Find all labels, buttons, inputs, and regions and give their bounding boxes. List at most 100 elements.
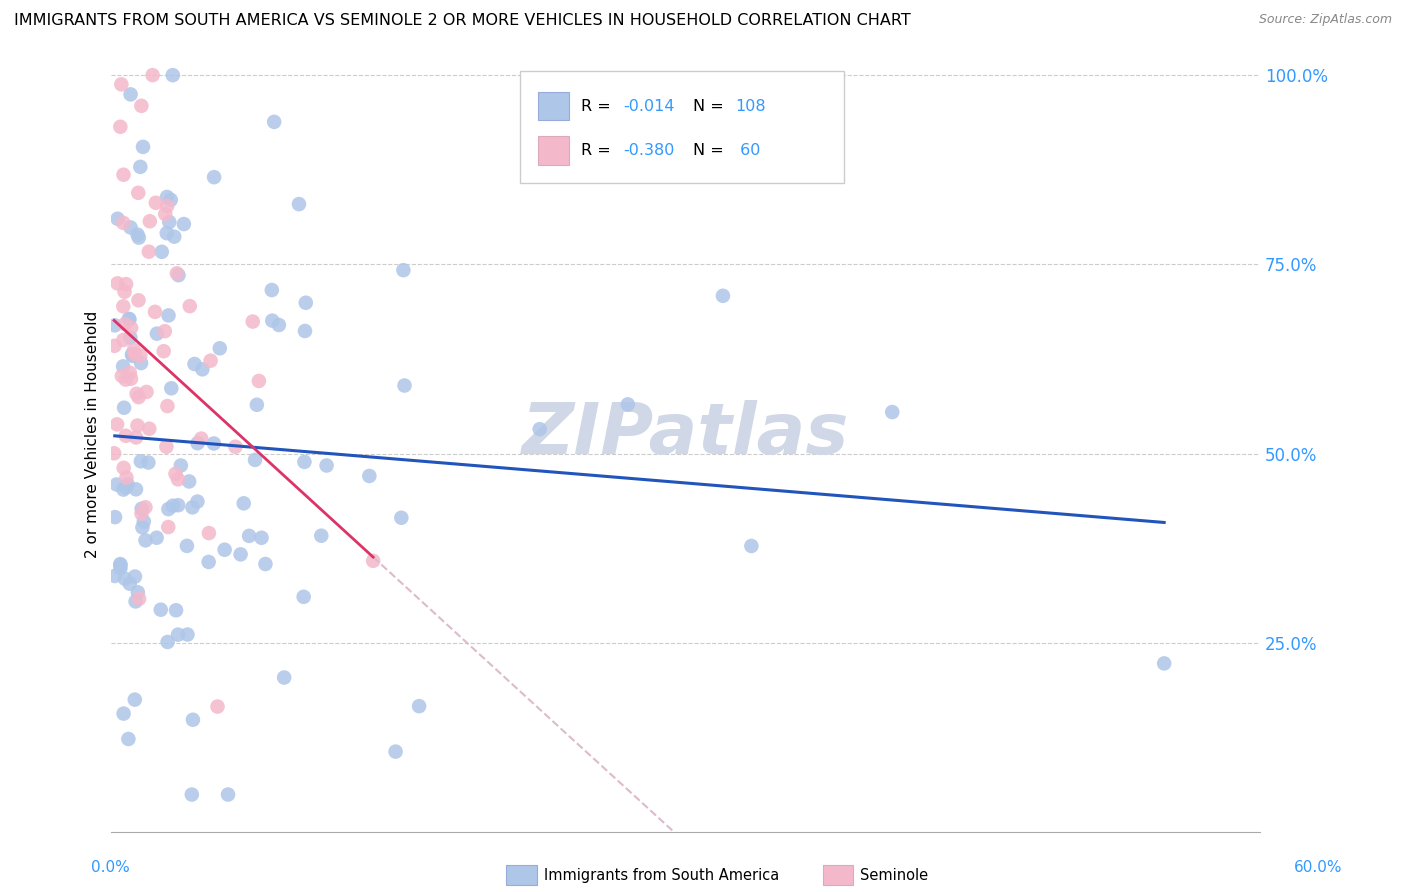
Point (111, 368, 134, 383)
Point (740, 539, 762, 553)
Point (142, 68, 165, 82)
Point (273, 671, 295, 685)
Point (120, 220, 142, 235)
Point (1153, 657, 1175, 671)
Point (125, 430, 148, 444)
Point (107, 211, 129, 226)
Point (260, 283, 283, 297)
Point (217, 788, 239, 802)
Point (124, 569, 146, 583)
Point (115, 470, 138, 484)
Point (114, 373, 136, 387)
Point (359, 469, 381, 483)
Point (122, 343, 145, 358)
Point (129, 356, 152, 370)
Y-axis label: 2 or more Vehicles in Household: 2 or more Vehicles in Household (86, 311, 100, 558)
Point (118, 311, 141, 326)
Text: ZIPatlas: ZIPatlas (522, 401, 849, 469)
Point (187, 436, 209, 450)
Point (176, 627, 198, 641)
Point (711, 289, 734, 303)
Point (134, 500, 156, 515)
Point (127, 227, 149, 242)
Point (129, 349, 152, 363)
Point (135, 384, 157, 399)
Point (200, 353, 222, 368)
Point (208, 341, 231, 355)
Point (288, 197, 311, 211)
Point (229, 547, 252, 561)
Point (110, 561, 132, 575)
Point (120, 330, 142, 344)
Point (112, 299, 135, 313)
Point (112, 216, 135, 230)
Point (243, 453, 266, 467)
Point (110, 120, 132, 134)
Point (115, 277, 138, 292)
Point (165, 603, 187, 617)
Point (160, 381, 183, 395)
Point (162, 499, 184, 513)
Point (121, 347, 143, 361)
Point (120, 320, 142, 334)
Point (238, 529, 260, 543)
Point (138, 422, 160, 436)
Point (139, 214, 162, 228)
Point (202, 436, 225, 450)
Point (157, 309, 180, 323)
Point (112, 359, 135, 374)
Point (128, 390, 150, 404)
Point (138, 456, 160, 470)
Point (125, 386, 148, 401)
Point (128, 230, 150, 244)
Point (132, 515, 155, 529)
Point (529, 422, 551, 436)
Point (145, 531, 167, 545)
Point (292, 590, 315, 604)
Point (131, 507, 153, 521)
Point (267, 318, 290, 332)
Point (104, 318, 127, 333)
Point (131, 520, 153, 534)
Point (198, 526, 221, 541)
Point (112, 168, 135, 182)
Point (156, 226, 179, 240)
Point (162, 68, 184, 82)
Point (247, 374, 270, 388)
Point (150, 244, 173, 259)
Point (152, 344, 174, 359)
Point (294, 324, 316, 338)
Point (149, 603, 172, 617)
Point (124, 594, 146, 608)
Point (186, 494, 208, 508)
Point (392, 263, 415, 277)
Point (127, 418, 149, 433)
Text: 60.0%: 60.0% (1295, 860, 1343, 874)
Text: -0.014: -0.014 (623, 99, 675, 113)
Point (107, 277, 129, 291)
Point (167, 498, 190, 512)
Point (104, 510, 127, 524)
Point (311, 529, 333, 543)
Text: IMMIGRANTS FROM SOUTH AMERICA VS SEMINOLE 2 OR MORE VEHICLES IN HOUSEHOLD CORREL: IMMIGRANTS FROM SOUTH AMERICA VS SEMINOL… (14, 13, 911, 29)
Point (105, 417, 128, 432)
Point (127, 293, 149, 308)
Point (114, 572, 136, 586)
Point (156, 190, 179, 204)
Point (242, 314, 264, 328)
Point (124, 692, 146, 706)
Text: 108: 108 (735, 99, 766, 113)
Text: R =: R = (581, 99, 616, 113)
Point (132, 140, 155, 154)
Point (394, 378, 416, 392)
Point (103, 339, 125, 353)
Point (163, 229, 186, 244)
Point (155, 207, 177, 221)
Point (294, 455, 316, 469)
Point (232, 496, 254, 510)
Point (156, 399, 179, 413)
Point (110, 557, 132, 571)
Text: Immigrants from South America: Immigrants from South America (544, 868, 779, 882)
Point (117, 477, 139, 491)
Point (166, 266, 188, 280)
